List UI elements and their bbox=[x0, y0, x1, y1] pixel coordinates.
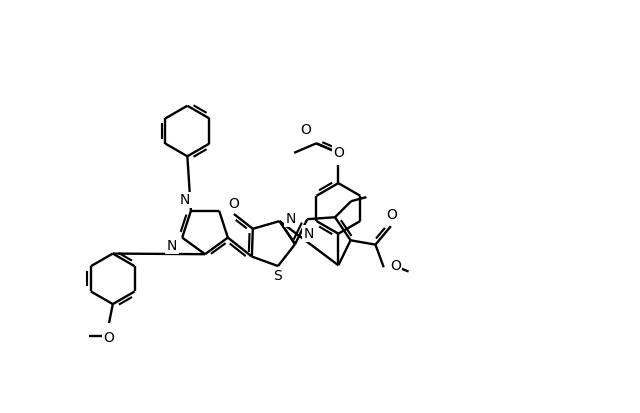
Text: N: N bbox=[167, 239, 177, 253]
Text: N: N bbox=[303, 227, 314, 241]
Text: N: N bbox=[180, 193, 190, 207]
Text: O: O bbox=[390, 259, 401, 273]
Text: O: O bbox=[228, 197, 239, 211]
Text: O: O bbox=[387, 209, 397, 223]
Text: O: O bbox=[333, 146, 344, 160]
Text: N: N bbox=[286, 211, 296, 225]
Text: O: O bbox=[300, 123, 311, 137]
Text: S: S bbox=[274, 269, 282, 283]
Text: O: O bbox=[104, 331, 115, 344]
